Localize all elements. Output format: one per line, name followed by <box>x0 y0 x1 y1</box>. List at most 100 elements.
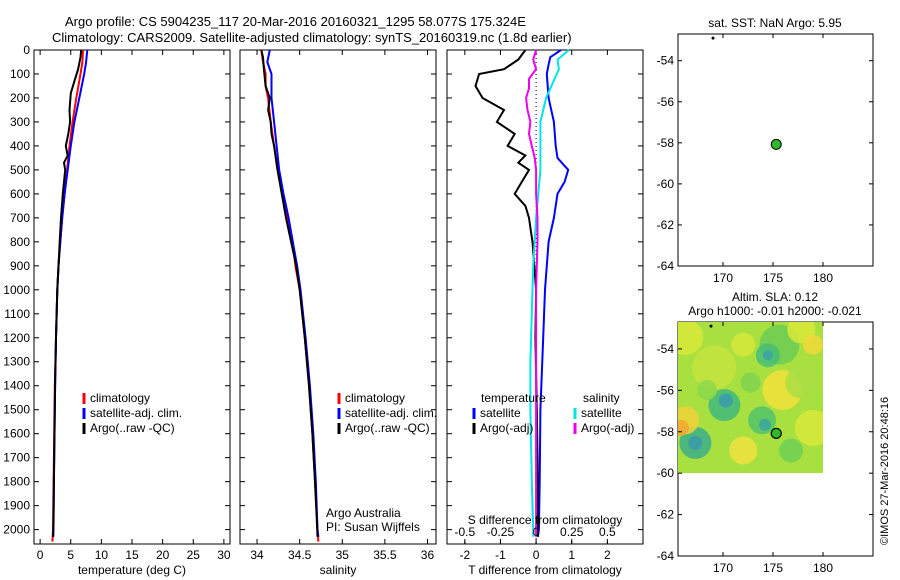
s-tick-label: 0.25 <box>560 525 584 539</box>
y-tick-label: -58 <box>657 425 675 439</box>
series-line-s-argo-adj- <box>525 49 539 537</box>
x-tick-label: 180 <box>813 271 833 285</box>
legend-label: Argo(..raw -QC) <box>345 421 430 435</box>
legend-label: satellite-adj. clim. <box>345 406 437 420</box>
x-axis-label: salinity <box>320 563 357 577</box>
heatmap-cell <box>678 322 704 356</box>
y-tick-label: 1200 <box>3 331 30 345</box>
y-tick-label: 1000 <box>3 283 30 297</box>
sst-map-panel: 170 175 180 -54 -56 -58 -60 -62 -64 sat. SST: NaN… <box>657 16 874 285</box>
x-tick-label: -2 <box>459 548 470 562</box>
y-tick-label: 800 <box>10 235 30 249</box>
x-tick-label: 175 <box>763 561 783 575</box>
y-tick-label: 1700 <box>3 451 30 465</box>
header-line-1: Argo profile: CS 5904235_117 20-Mar-2016… <box>65 14 526 29</box>
s-tick-label: -0.5 <box>454 525 475 539</box>
y-tick-label: 1300 <box>3 355 30 369</box>
legend-label: climatology <box>90 391 150 405</box>
legend-header-temperature: temperature <box>481 391 546 405</box>
y-tick-label: -56 <box>657 383 675 397</box>
legend-label: Argo(-adj) <box>581 421 634 435</box>
x-tick-label: 25 <box>187 548 201 562</box>
y-tick-label: 100 <box>10 67 30 81</box>
x-tick-label: 175 <box>763 271 783 285</box>
y-tick-label: 1900 <box>3 499 30 513</box>
y-tick-label: 1100 <box>4 307 30 321</box>
series-line-t-satellite <box>536 49 570 537</box>
legend-label: Argo(-adj) <box>480 421 533 435</box>
heatmap-cell <box>759 418 771 431</box>
y-tick-label: -64 <box>657 259 675 273</box>
heatmap-cell <box>762 350 773 361</box>
sla-heatmap <box>678 322 823 474</box>
y-tick-label: 600 <box>10 187 30 201</box>
heatmap-cell <box>740 372 761 393</box>
y-tick-label: -62 <box>657 218 675 232</box>
x-tick-label: -1 <box>495 548 506 562</box>
y-tick-label: 900 <box>10 259 30 273</box>
heatmap-cell <box>731 332 756 357</box>
legend-label: satellite <box>480 406 521 420</box>
difference-panel: -2 -1 0 1 2T difference from climatology -0.5… <box>446 49 644 577</box>
x-tick-label: 20 <box>156 548 170 562</box>
annotation-argo-australia: Argo Australia <box>326 506 401 520</box>
y-tick-label: 400 <box>10 139 30 153</box>
x-tick-label: 0 <box>37 548 44 562</box>
x-tick-label: 1 <box>568 548 575 562</box>
heatmap-cell <box>729 436 758 465</box>
y-tick-label: 1600 <box>3 427 30 441</box>
salinity-panel: 34 34.5 35 35.5 36 salinity climatologysatelli… <box>239 49 437 577</box>
x-axis-label: T difference from climatology <box>468 563 622 577</box>
plot-frame <box>239 49 437 545</box>
x-tick-label: 2 <box>604 548 611 562</box>
y-tick-label: 700 <box>10 211 30 225</box>
heatmap-cell <box>802 334 823 355</box>
series-line-argo-raw-qc- <box>260 49 319 537</box>
y-tick-label: -56 <box>657 95 675 109</box>
plot-frame <box>33 49 231 545</box>
x-tick-label: 170 <box>713 271 733 285</box>
x-tick-label: 34.5 <box>288 548 312 562</box>
header-line-2: Climatology: CARS2009. Satellite-adjuste… <box>52 30 572 45</box>
legend-label: satellite <box>581 406 622 420</box>
x-tick-label: 34 <box>250 548 264 562</box>
x-tick-label: 5 <box>67 548 74 562</box>
y-tick-label: -62 <box>657 508 675 522</box>
y-tick-label: 300 <box>10 115 30 129</box>
sla-map-subtitle: Argo h1000: -0.01 h2000: -0.021 <box>688 304 862 318</box>
heatmap-cell <box>678 419 689 436</box>
s-tick-label: 0 <box>533 525 540 539</box>
x-tick-label: 10 <box>95 548 109 562</box>
heatmap-cell <box>718 393 733 408</box>
annotation-pi-name: PI: Susan Wijffels <box>326 520 420 534</box>
x-tick-label: 35.5 <box>373 548 397 562</box>
y-tick-label: 1500 <box>3 403 30 417</box>
map-frame <box>677 33 874 267</box>
y-tick-label: 2000 <box>3 523 30 537</box>
y-tick-label: -54 <box>657 54 675 68</box>
y-tick-label: 1400 <box>3 379 30 393</box>
y-tick-label: -58 <box>657 136 675 150</box>
y-tick-label: -60 <box>657 177 675 191</box>
s-tick-label: 0.5 <box>599 525 616 539</box>
heatmap-cell <box>697 380 717 401</box>
y-tick-label: 200 <box>10 91 30 105</box>
sla-map-panel: 170 175 180 -54 -56 -58 -60 -62 -64 Altim. SLA: 0… <box>657 290 874 575</box>
float-position-ring <box>770 427 782 439</box>
x-tick-label: 36 <box>421 548 435 562</box>
map-point-marker <box>711 36 715 40</box>
s-axis-label: S difference from climatology <box>468 513 623 527</box>
y-tick-label: 1800 <box>3 475 30 489</box>
x-axis-label: temperature (deg C) <box>78 563 186 577</box>
y-tick-label: -54 <box>657 342 675 356</box>
legend-label: satellite-adj. clim. <box>90 406 182 420</box>
x-tick-label: 0 <box>533 548 540 562</box>
temperature-panel: 0 5 10 15 20 25 30 temperature (deg C) 0 100 200 30… <box>3 43 231 577</box>
imos-watermark: ©IMOS 27-Mar-2016 20:48:16 <box>879 397 891 545</box>
float-position-marker <box>770 138 782 150</box>
legend-header-salinity: salinity <box>583 391 620 405</box>
heatmap-cell <box>779 438 804 463</box>
series-line-argo-raw-qc- <box>52 49 83 537</box>
legend-label: Argo(..raw -QC) <box>90 421 175 435</box>
